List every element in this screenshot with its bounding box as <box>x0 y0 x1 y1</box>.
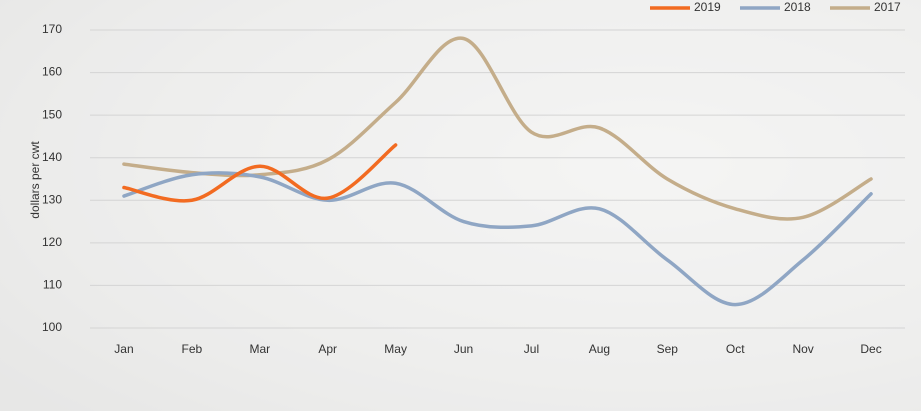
y-tick-label: 110 <box>43 278 62 292</box>
series-line <box>122 171 873 307</box>
y-axis-label: dollars per cwt <box>28 141 42 219</box>
x-tick-label: Nov <box>792 342 813 356</box>
y-tick-label: 140 <box>42 150 62 164</box>
y-tick-label: 120 <box>42 235 62 249</box>
x-tick-label: Mar <box>249 342 270 356</box>
x-tick-label: Dec <box>860 342 881 356</box>
series-line <box>122 143 398 203</box>
x-tick-label: Aug <box>589 342 610 356</box>
y-tick-label: 170 <box>42 22 62 36</box>
x-tick-label: Jan <box>114 342 133 356</box>
y-tick-label: 160 <box>42 65 62 79</box>
x-tick-label: Apr <box>318 342 337 356</box>
y-tick-label: 130 <box>42 192 62 206</box>
legend-label: 2019 <box>694 0 721 14</box>
x-tick-label: Oct <box>726 342 745 356</box>
y-tick-label: 100 <box>42 320 62 334</box>
x-tick-label: Jul <box>524 342 539 356</box>
x-tick-label: Jun <box>454 342 473 356</box>
y-tick-label: 150 <box>42 107 62 121</box>
series-line <box>122 36 873 221</box>
legend-label: 2017 <box>874 0 901 14</box>
legend-label: 2018 <box>784 0 811 14</box>
x-tick-label: Sep <box>657 342 679 356</box>
x-tick-label: May <box>384 342 407 356</box>
x-tick-label: Feb <box>182 342 203 356</box>
